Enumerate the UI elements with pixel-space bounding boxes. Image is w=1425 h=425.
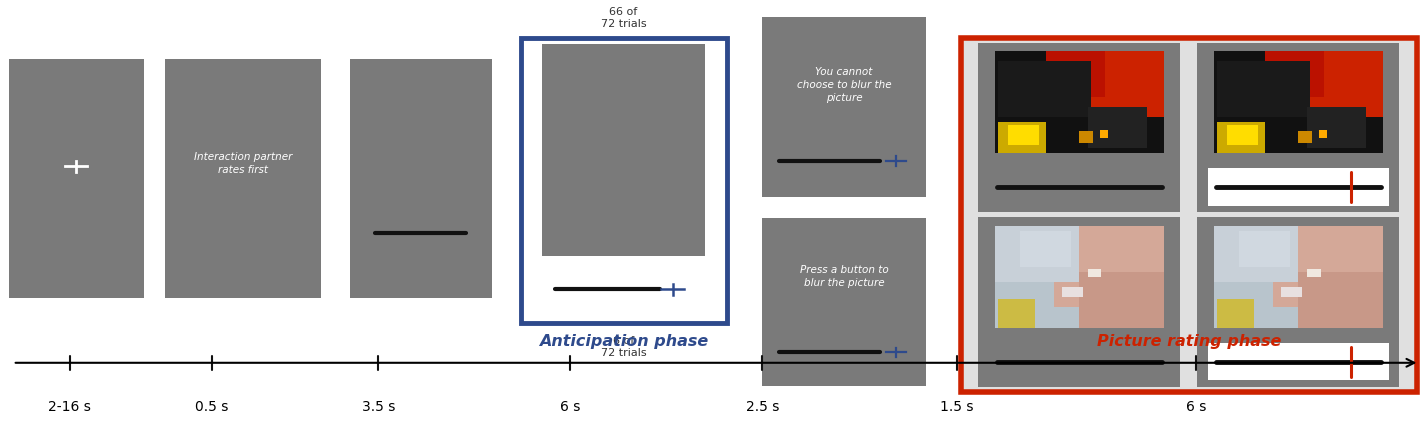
Bar — [1214, 51, 1384, 153]
Bar — [1079, 130, 1093, 143]
Bar — [1007, 125, 1039, 145]
Bar — [1240, 231, 1290, 266]
Bar — [762, 17, 926, 197]
Bar — [1207, 168, 1389, 206]
Text: 0.5 s: 0.5 s — [195, 400, 228, 414]
Bar — [997, 122, 1046, 153]
Text: 6 s: 6 s — [560, 400, 580, 414]
Bar — [1298, 272, 1384, 328]
Bar — [1264, 51, 1324, 97]
Text: 2.5 s: 2.5 s — [745, 400, 779, 414]
Bar — [542, 44, 705, 256]
Bar — [1087, 269, 1102, 277]
Text: 3.5 s: 3.5 s — [362, 400, 395, 414]
Bar — [979, 43, 1180, 213]
Bar — [1281, 287, 1302, 297]
Bar — [1307, 269, 1321, 277]
Bar — [1217, 122, 1264, 153]
Bar — [1063, 51, 1164, 117]
Bar — [1046, 51, 1104, 97]
Bar — [9, 59, 144, 298]
Bar — [979, 218, 1180, 387]
Text: 2-16 s: 2-16 s — [48, 400, 91, 414]
Bar — [1307, 107, 1367, 148]
Text: 6 s: 6 s — [1186, 400, 1206, 414]
Bar — [1227, 125, 1258, 145]
Bar — [1020, 231, 1072, 266]
Bar — [1197, 43, 1399, 213]
Bar — [1087, 107, 1147, 148]
Bar — [1217, 61, 1311, 117]
Bar — [1298, 130, 1312, 143]
Bar — [995, 51, 1164, 153]
Bar — [1214, 226, 1384, 328]
Bar — [1079, 272, 1164, 328]
Bar — [1100, 130, 1109, 138]
Bar — [997, 61, 1092, 117]
Bar — [165, 59, 322, 298]
Text: 66 of
72 trials: 66 of 72 trials — [601, 7, 647, 29]
Bar — [349, 59, 492, 298]
Bar — [962, 38, 1416, 392]
Text: Interaction partner
rates first: Interaction partner rates first — [194, 152, 292, 176]
Bar — [1063, 287, 1083, 297]
Bar — [1217, 299, 1254, 328]
Text: Picture rating phase: Picture rating phase — [1097, 334, 1281, 349]
Bar — [1281, 51, 1384, 117]
Bar — [1054, 226, 1164, 307]
Bar — [1197, 218, 1399, 387]
Bar — [1318, 130, 1327, 138]
Text: Press a button to
blur the picture: Press a button to blur the picture — [799, 265, 888, 289]
Bar — [520, 38, 727, 323]
Bar — [1214, 226, 1298, 282]
Text: 1.5 s: 1.5 s — [940, 400, 973, 414]
Text: You cannot
choose to blur the
picture: You cannot choose to blur the picture — [797, 67, 892, 103]
Bar — [1273, 226, 1384, 307]
Bar — [997, 299, 1036, 328]
Bar — [762, 218, 926, 386]
Bar — [995, 226, 1079, 282]
Bar — [995, 226, 1164, 328]
Bar — [1207, 343, 1389, 380]
Text: 6 of
72 trials: 6 of 72 trials — [601, 335, 647, 358]
Text: Anticipation phase: Anticipation phase — [539, 334, 708, 349]
